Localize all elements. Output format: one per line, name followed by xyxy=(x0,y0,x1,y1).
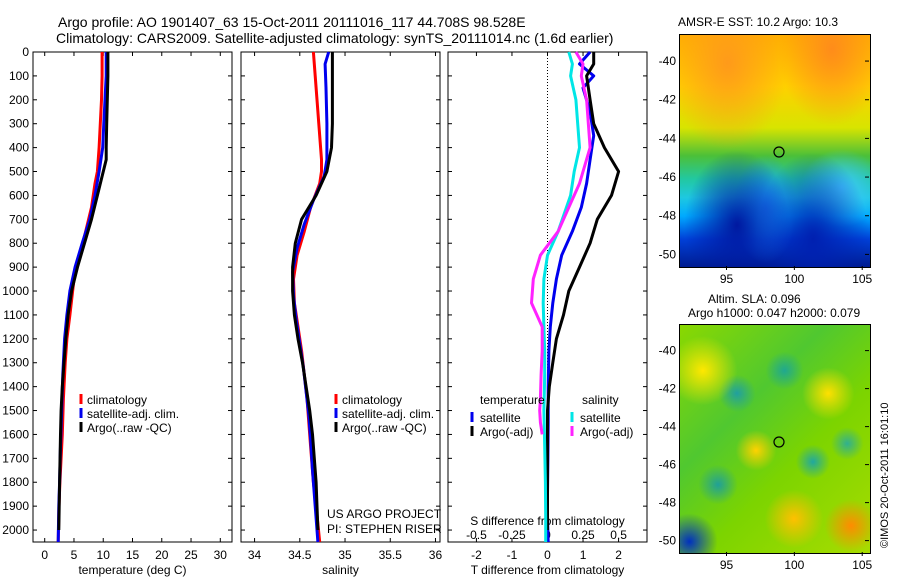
depth-tick-label: 800 xyxy=(9,236,29,250)
difference-s-tick-label: 0.5 xyxy=(610,528,627,542)
salinity-frame xyxy=(240,51,441,543)
salinity-x-axis-label: salinity xyxy=(322,563,359,577)
salinity-legend-label: satellite-adj. clim. xyxy=(342,407,434,421)
salinity-legend-label: Argo(..raw -QC) xyxy=(342,421,427,435)
sla-map-title-line-2: Argo h1000: 0.047 h2000: 0.079 xyxy=(688,306,861,320)
depth-tick-label: 500 xyxy=(9,165,29,179)
temperature-legend-label: climatology xyxy=(87,393,147,407)
project-pi: PI: STEPHEN RISER xyxy=(327,522,442,536)
salinity-series-satellite-adj-clim- xyxy=(291,51,331,543)
difference-s-tick-label: -0.25 xyxy=(498,528,526,542)
depth-tick-label: 600 xyxy=(9,188,29,202)
panel-salinity: 34 34.5 35 35.5 36 salinity climatologysatelli… xyxy=(240,51,443,577)
difference-x-tick-label: -2 xyxy=(471,548,482,562)
argo-location-marker-sla xyxy=(773,436,785,448)
credit-label: ©IMOS 20-Oct-2011 16:01:10 xyxy=(879,402,891,548)
salinity-x-tick-label: 35 xyxy=(338,548,352,562)
temperature-series-argo-raw-qc- xyxy=(57,52,110,531)
depth-tick-label: 1400 xyxy=(2,380,29,394)
depth-tick-label: 300 xyxy=(9,117,29,131)
temperature-x-tick-label: 0 xyxy=(41,548,48,562)
depth-tick-label: 1300 xyxy=(2,356,29,370)
depth-tick-label: 1500 xyxy=(2,404,29,418)
depth-tick-label: 1600 xyxy=(2,427,29,441)
difference-x-tick-label: 2 xyxy=(615,548,622,562)
temperature-x-tick-label: 20 xyxy=(155,548,169,562)
figure-title-line-2: Climatology: CARS2009. Satellite-adjuste… xyxy=(56,30,614,46)
depth-tick-label: 2000 xyxy=(2,523,29,537)
depth-tick-label: 1800 xyxy=(2,475,29,489)
figure-title-line-1: Argo profile: AO 1901407_63 15-Oct-2011 … xyxy=(58,14,526,30)
salinity-x-tick-label: 34 xyxy=(248,548,262,562)
difference-x-axis-label: T difference from climatology xyxy=(471,563,625,577)
sst-map xyxy=(679,34,871,268)
temperature-legend-label: satellite-adj. clim. xyxy=(87,407,179,421)
difference-legend-label-temperature: Argo(-adj) xyxy=(480,425,533,439)
temperature-x-tick-label: 25 xyxy=(184,548,198,562)
depth-tick-label: 1900 xyxy=(2,499,29,513)
depth-tick-label: 1000 xyxy=(2,284,29,298)
difference-x-tick-label: 1 xyxy=(580,548,587,562)
depth-tick-label: 1200 xyxy=(2,332,29,346)
difference-x-tick-label: -1 xyxy=(507,548,518,562)
temperature-frame xyxy=(32,51,233,543)
temperature-legend-label: Argo(..raw -QC) xyxy=(87,421,172,435)
depth-tick-label: 0 xyxy=(22,45,29,59)
difference-series-salinity-argo-adj- xyxy=(530,51,592,435)
project-name: US ARGO PROJECT xyxy=(327,507,442,521)
difference-legend-title-temperature: temperature xyxy=(480,393,545,407)
difference-x-tick-label: 0 xyxy=(544,548,551,562)
difference-legend-label-temperature: satellite xyxy=(480,411,521,425)
depth-tick-label: 400 xyxy=(9,141,29,155)
difference-legend-label-salinity: Argo(-adj) xyxy=(580,425,633,439)
temperature-x-tick-label: 30 xyxy=(214,548,228,562)
sst-map-title: AMSR-E SST: 10.2 Argo: 10.3 xyxy=(678,15,839,29)
project-label: US ARGO PROJECT PI: STEPHEN RISER xyxy=(327,507,442,537)
temperature-x-axis-label: temperature (deg C) xyxy=(78,563,186,577)
salinity-x-tick-label: 36 xyxy=(429,548,443,562)
depth-tick-label: 700 xyxy=(9,212,29,226)
salinity-series-argo-raw-qc- xyxy=(291,52,334,531)
temperature-x-tick-label: 10 xyxy=(97,548,111,562)
difference-legend-title-salinity: salinity xyxy=(582,393,619,407)
difference-s-tick-label: 0.25 xyxy=(571,528,595,542)
difference-series-salinity-satellite xyxy=(541,51,581,542)
argo-location-marker-sst xyxy=(773,146,785,158)
depth-tick-label: 100 xyxy=(9,69,29,83)
salinity-x-tick-label: 34.5 xyxy=(288,548,312,562)
difference-legend-label-salinity: satellite xyxy=(580,411,621,425)
depth-tick-label: 900 xyxy=(9,260,29,274)
sla-map-title-line-1: Altim. SLA: 0.096 xyxy=(708,292,801,306)
salinity-legend-label: climatology xyxy=(342,393,402,407)
temperature-series-climatology xyxy=(56,52,104,543)
salinity-series-climatology xyxy=(292,51,323,543)
salinity-x-tick-label: 35.5 xyxy=(379,548,403,562)
depth-tick-label: 200 xyxy=(9,93,29,107)
difference-series-temperature-argo-adj- xyxy=(546,52,621,530)
panel-temperature: 0100200300400500600700800900100011001200… xyxy=(2,45,233,577)
depth-tick-label: 1700 xyxy=(2,451,29,465)
difference-s-tick-label: -0.5 xyxy=(466,528,487,542)
temperature-x-tick-label: 5 xyxy=(71,548,78,562)
difference-series-temperature-satellite xyxy=(546,51,596,543)
depth-tick-label: 1100 xyxy=(3,308,29,322)
temperature-x-tick-label: 15 xyxy=(126,548,140,562)
sla-map xyxy=(679,324,871,554)
